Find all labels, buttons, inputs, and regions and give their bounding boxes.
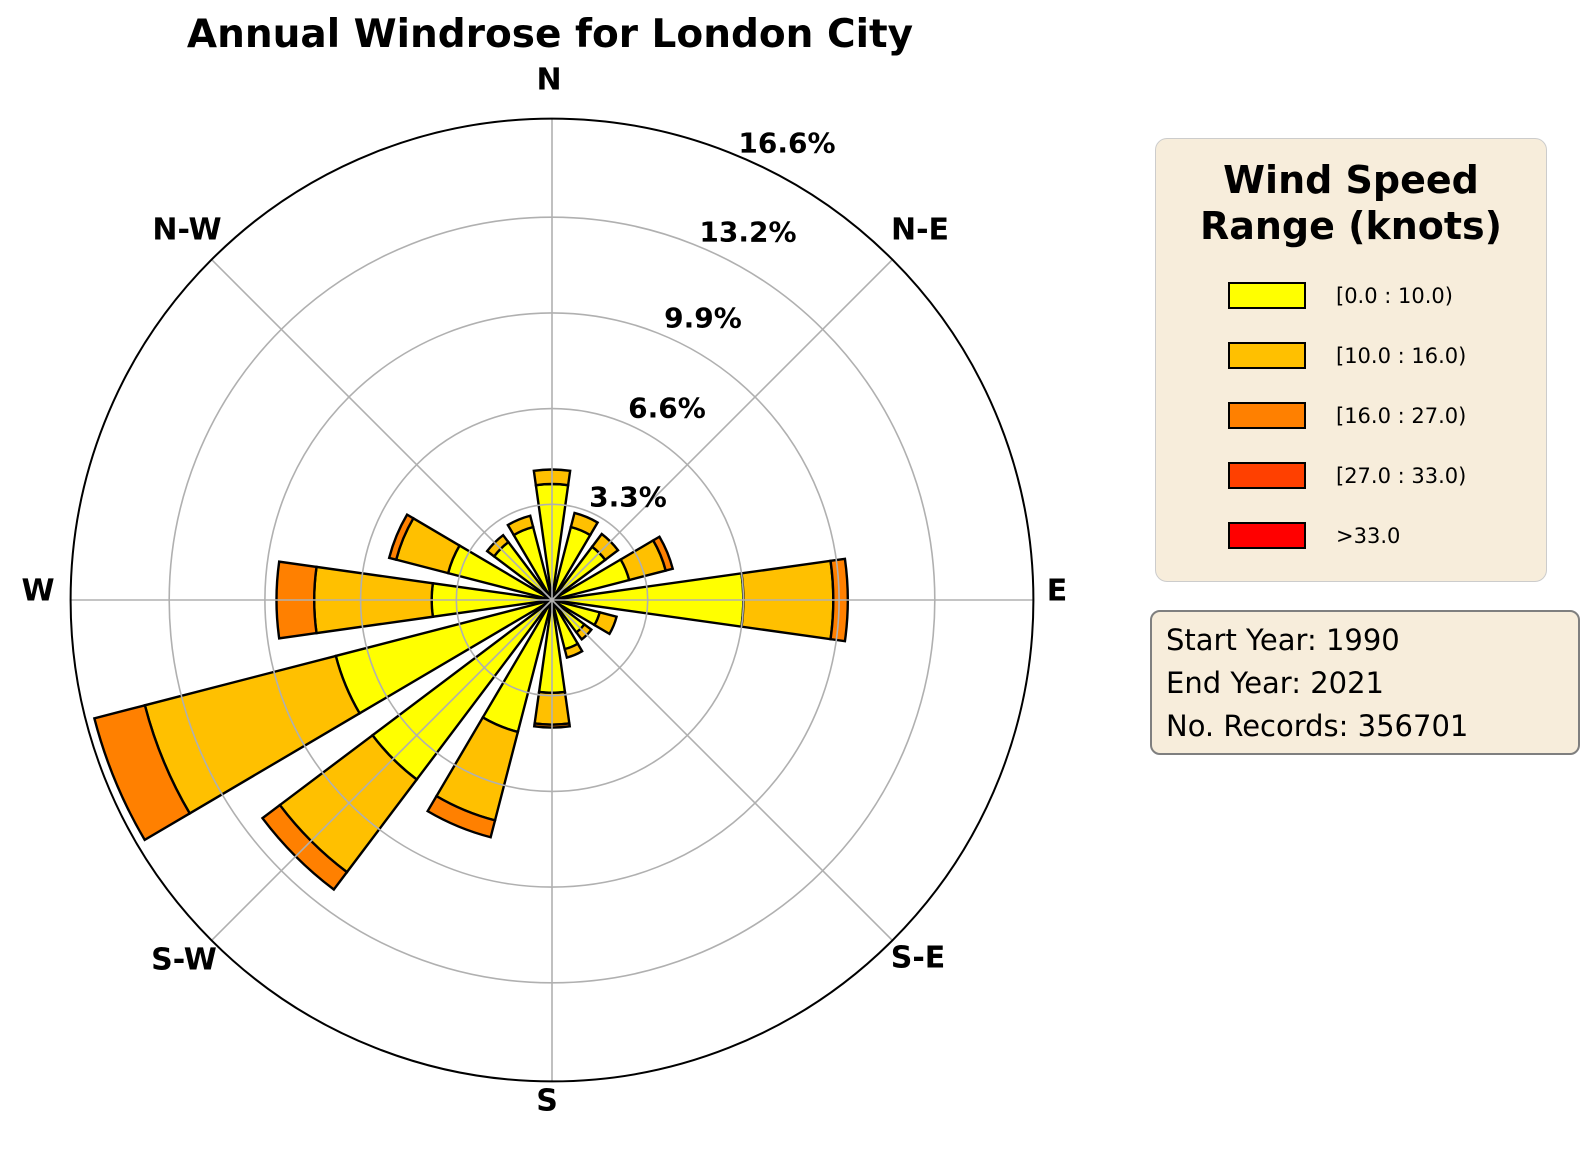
grid-spoke-3 — [551, 599, 893, 941]
legend-item-4: >33.0 — [1228, 522, 1400, 549]
legend-item-3: [27.0 : 33.0) — [1228, 462, 1466, 489]
legend-swatch-1 — [1228, 342, 1306, 369]
petal-ESE-bin1 — [592, 610, 619, 636]
legend-item-label-3: [27.0 : 33.0) — [1336, 463, 1467, 488]
radial-tick-label-1: 6.6% — [628, 392, 706, 425]
legend-title-line1: Wind Speed — [1223, 158, 1479, 202]
compass-label-E: E — [1047, 574, 1068, 609]
grid-spoke-1 — [551, 259, 893, 601]
legend-item-label-4: >33.0 — [1336, 523, 1401, 548]
legend-swatch-3 — [1228, 462, 1306, 489]
polar-spine — [69, 117, 1035, 1083]
petal-WNW-bin2 — [387, 512, 415, 562]
info-line-end-year: End Year: 2021 — [1166, 666, 1385, 700]
legend-swatch-4 — [1228, 522, 1306, 549]
petal-SSE-bin1 — [563, 642, 584, 660]
legend-title-line2: Range (knots) — [1199, 204, 1503, 248]
radial-tick-label-4: 16.6% — [738, 127, 835, 160]
radial-tick-label-2: 9.9% — [664, 302, 742, 335]
compass-label-S: S — [536, 1084, 558, 1119]
petal-ENE-bin2 — [651, 535, 675, 573]
compass-label-N-W: N-W — [152, 213, 221, 248]
petal-NNW-bin1 — [506, 514, 535, 537]
legend-swatch-2 — [1228, 402, 1306, 429]
petal-WSW-bin2 — [92, 703, 192, 842]
compass-label-N: N — [536, 63, 561, 98]
grid-spoke-5 — [211, 599, 553, 941]
compass-label-N-E: N-E — [891, 213, 949, 248]
compass-label-S-W: S-W — [151, 943, 217, 978]
legend-item-0: [0.0 : 10.0) — [1228, 282, 1453, 309]
legend: Wind Speed Range (knots) [0.0 : 10.0) [10… — [1155, 138, 1547, 582]
compass-label-S-E: S-E — [891, 941, 946, 976]
info-line-start-year: Start Year: 1990 — [1166, 623, 1400, 657]
info-box: Start Year: 1990 End Year: 2021 No. Reco… — [1150, 610, 1580, 755]
radial-tick-label-3: 13.2% — [699, 216, 796, 249]
compass-label-W: W — [21, 574, 54, 609]
petal-SSW-bin2 — [425, 794, 497, 839]
legend-item-1: [10.0 : 16.0) — [1228, 342, 1466, 369]
chart-title: Annual Windrose for London City — [186, 12, 914, 57]
petal-NNE-bin1 — [569, 511, 600, 537]
legend-item-label-2: [16.0 : 27.0) — [1336, 403, 1467, 428]
legend-swatch-0 — [1228, 282, 1306, 309]
legend-item-label-1: [10.0 : 16.0) — [1336, 343, 1467, 368]
info-line-records: No. Records: 356701 — [1166, 709, 1469, 743]
legend-title: Wind Speed Range (knots) — [1156, 157, 1546, 249]
grid-spoke-7 — [211, 259, 553, 601]
legend-item-label-0: [0.0 : 10.0) — [1336, 283, 1453, 308]
legend-item-2: [16.0 : 27.0) — [1228, 402, 1466, 429]
radial-tick-label-0: 3.3% — [589, 481, 667, 514]
